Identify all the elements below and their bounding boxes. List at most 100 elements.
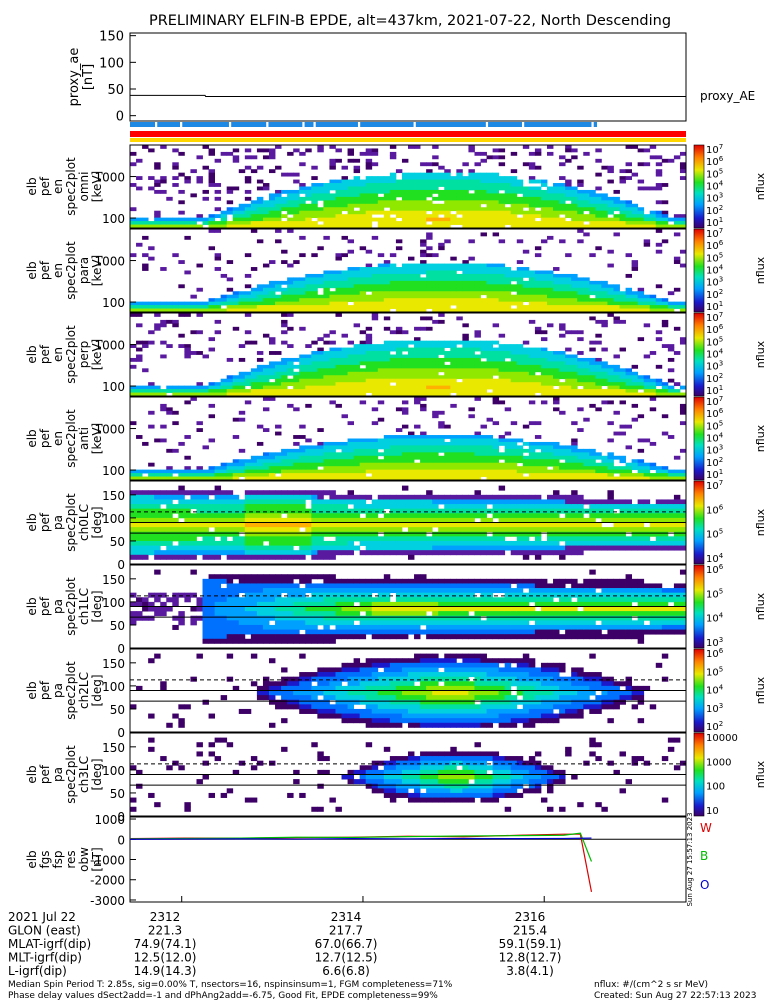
heatmap-cell xyxy=(601,291,608,296)
heatmap-cell xyxy=(432,452,439,457)
heatmap-cell xyxy=(480,301,487,306)
heatmap-cell xyxy=(395,527,403,533)
heatmap-cell xyxy=(408,466,415,471)
heatmap-cell xyxy=(142,221,149,225)
heatmap-cell xyxy=(649,145,657,149)
heatmap-cell xyxy=(359,330,367,335)
heatmap-cell xyxy=(613,375,620,380)
heatmap-cell xyxy=(480,151,487,156)
heatmap-cell xyxy=(444,354,451,359)
heatmap-cell xyxy=(504,207,512,212)
heatmap-cell xyxy=(462,207,469,212)
heatmap-cell xyxy=(335,347,342,352)
heatmap-cell xyxy=(553,459,560,464)
heatmap-cell xyxy=(389,392,397,397)
heatmap-cell xyxy=(673,232,681,237)
heatmap-cell xyxy=(335,455,342,460)
heatmap-cell xyxy=(480,284,487,289)
heatmap-cell xyxy=(468,347,475,352)
heatmap-cell xyxy=(383,340,391,345)
heatmap-cell xyxy=(329,193,336,198)
heatmap-cell xyxy=(637,459,645,464)
heatmap-cell xyxy=(444,301,451,306)
heatmap-cell xyxy=(287,469,294,474)
heatmap-cell xyxy=(232,155,240,160)
heatmap-cell xyxy=(311,284,318,289)
heatmap-cell xyxy=(244,217,252,222)
heatmap-cell xyxy=(256,545,264,551)
heatmap-cell xyxy=(160,189,167,194)
heatmap-cell xyxy=(595,462,602,467)
heatmap-cell xyxy=(190,301,197,306)
heatmap-cell xyxy=(323,235,330,240)
heatmap-cell xyxy=(172,494,179,500)
heatmap-cell xyxy=(492,277,500,282)
heatmap-cell xyxy=(468,550,475,556)
heatmap-cell xyxy=(468,368,475,373)
heatmap-cell xyxy=(353,445,361,450)
heatmap-cell xyxy=(547,224,554,229)
heatmap-cell xyxy=(341,364,348,369)
heatmap-cell xyxy=(293,375,300,380)
heatmap-cell xyxy=(256,239,264,244)
heatmap-cell xyxy=(462,273,469,278)
heatmap-cell xyxy=(323,357,330,362)
heatmap-cell xyxy=(184,354,191,359)
colorbar-tick-label: 105 xyxy=(706,167,723,180)
heatmap-cell xyxy=(238,499,246,505)
heatmap-cell xyxy=(178,308,185,313)
heatmap-cell xyxy=(244,330,252,335)
heatmap-cell xyxy=(299,221,306,225)
colorbar-tick-label: 104 xyxy=(706,180,724,193)
heatmap-cell xyxy=(196,389,203,393)
heatmap-cell xyxy=(583,151,590,156)
heatmap-cell xyxy=(136,340,143,345)
heatmap-cell xyxy=(256,357,264,362)
heatmap-cell xyxy=(547,200,554,205)
heatmap-cell xyxy=(166,545,173,551)
heatmap-cell xyxy=(311,378,318,383)
heatmap-cell xyxy=(269,301,276,306)
heatmap-cell xyxy=(335,522,342,528)
heatmap-cell xyxy=(359,441,367,446)
heatmap-cell xyxy=(383,462,391,467)
heatmap-cell xyxy=(474,476,481,481)
heatmap-cell xyxy=(172,301,179,306)
heatmap-cell xyxy=(389,522,397,528)
heatmap-cell xyxy=(256,148,264,153)
heatmap-cell xyxy=(311,445,318,450)
heatmap-cell xyxy=(166,517,173,523)
heatmap-cell xyxy=(655,210,663,215)
heatmap-cell xyxy=(275,280,282,285)
heatmap-cell xyxy=(299,301,306,306)
heatmap-cell xyxy=(408,267,415,271)
heatmap-cell xyxy=(438,319,445,324)
heatmap-cell xyxy=(136,305,143,309)
heatmap-cell xyxy=(504,466,512,471)
heatmap-cell xyxy=(172,165,179,170)
heatmap-cell xyxy=(329,221,336,225)
heatmap-cell xyxy=(571,155,578,160)
heatmap-cell xyxy=(202,540,209,546)
heatmap-cell xyxy=(262,148,270,153)
heatmap-cell xyxy=(262,183,270,187)
heatmap-cell xyxy=(565,361,572,366)
heatmap-cell xyxy=(208,554,216,560)
heatmap-cell xyxy=(196,522,203,528)
heatmap-cell xyxy=(480,508,487,514)
heatmap-cell xyxy=(655,378,663,383)
heatmap-cell xyxy=(408,385,415,390)
heatmap-cell xyxy=(317,469,324,474)
heatmap-cell xyxy=(196,179,203,184)
heatmap-cell xyxy=(281,313,288,317)
heatmap-cell xyxy=(589,284,596,289)
heatmap-cell xyxy=(305,273,312,278)
heatmap-cell xyxy=(547,392,554,397)
heatmap-cell xyxy=(456,298,463,303)
heatmap-cell xyxy=(365,249,373,254)
heatmap-cell xyxy=(335,473,342,477)
heatmap-cell xyxy=(250,455,258,460)
heatmap-cell xyxy=(359,389,367,393)
heatmap-cell xyxy=(269,193,276,198)
heatmap-cell xyxy=(456,221,463,225)
